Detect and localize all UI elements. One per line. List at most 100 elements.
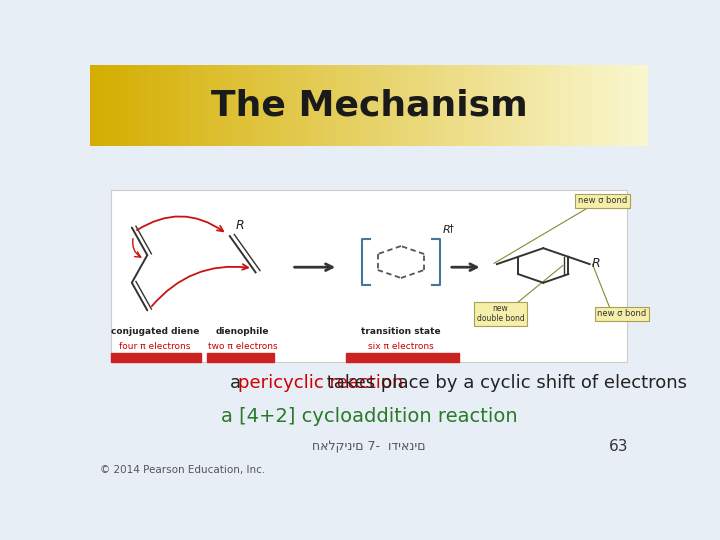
Bar bbox=[285, 65, 292, 146]
Bar bbox=[631, 65, 638, 146]
Bar bbox=[380, 65, 387, 146]
Bar bbox=[642, 65, 649, 146]
Text: new σ bond: new σ bond bbox=[578, 196, 627, 205]
Text: 63: 63 bbox=[609, 439, 629, 454]
Text: transition state: transition state bbox=[361, 327, 441, 335]
Text: a [4+2] cycloaddition reaction: a [4+2] cycloaddition reaction bbox=[221, 407, 517, 426]
Bar bbox=[207, 353, 274, 362]
FancyBboxPatch shape bbox=[111, 190, 627, 362]
Bar bbox=[464, 65, 471, 146]
Bar bbox=[553, 65, 560, 146]
Bar bbox=[425, 65, 431, 146]
Bar bbox=[392, 65, 398, 146]
Bar bbox=[258, 65, 264, 146]
Bar bbox=[547, 65, 554, 146]
Text: The Mechanism: The Mechanism bbox=[211, 89, 527, 123]
Bar bbox=[514, 65, 521, 146]
Bar bbox=[274, 65, 281, 146]
Bar bbox=[453, 65, 459, 146]
Bar bbox=[190, 65, 197, 146]
Bar bbox=[235, 65, 242, 146]
Text: חאלקינים 7-  ודיאנים: חאלקינים 7- ודיאנים bbox=[312, 440, 426, 453]
Bar bbox=[324, 65, 331, 146]
Bar bbox=[174, 65, 181, 146]
Bar bbox=[431, 65, 437, 146]
Bar bbox=[185, 65, 192, 146]
Bar bbox=[369, 65, 376, 146]
Bar bbox=[196, 65, 203, 146]
Bar bbox=[441, 65, 449, 146]
Bar bbox=[593, 65, 599, 146]
Bar bbox=[319, 65, 325, 146]
Bar bbox=[151, 65, 158, 146]
Bar bbox=[542, 65, 549, 146]
Bar bbox=[240, 65, 248, 146]
Text: a: a bbox=[230, 374, 246, 392]
Bar bbox=[436, 65, 443, 146]
Bar bbox=[481, 65, 487, 146]
Bar bbox=[475, 65, 482, 146]
Bar bbox=[218, 65, 225, 146]
Bar bbox=[111, 353, 202, 362]
Bar bbox=[637, 65, 644, 146]
Bar bbox=[230, 65, 236, 146]
Bar bbox=[459, 65, 465, 146]
Bar bbox=[581, 65, 588, 146]
Bar bbox=[397, 65, 404, 146]
Bar bbox=[168, 65, 175, 146]
Bar bbox=[374, 65, 382, 146]
Text: takes place by a cyclic shift of electrons: takes place by a cyclic shift of electro… bbox=[321, 374, 687, 392]
Text: R: R bbox=[592, 257, 600, 270]
Text: © 2014 Pearson Education, Inc.: © 2014 Pearson Education, Inc. bbox=[100, 465, 265, 475]
Bar bbox=[341, 65, 348, 146]
Bar bbox=[559, 65, 565, 146]
Bar bbox=[520, 65, 526, 146]
Bar bbox=[297, 65, 303, 146]
Text: pericyclic reaction: pericyclic reaction bbox=[238, 374, 404, 392]
Text: conjugated diene: conjugated diene bbox=[111, 327, 199, 335]
Bar bbox=[101, 65, 108, 146]
Bar bbox=[263, 65, 270, 146]
Bar bbox=[402, 65, 409, 146]
Bar bbox=[615, 65, 621, 146]
Bar bbox=[179, 65, 186, 146]
Bar bbox=[603, 65, 610, 146]
Bar bbox=[609, 65, 616, 146]
Bar bbox=[302, 65, 309, 146]
Bar bbox=[112, 65, 119, 146]
Bar bbox=[163, 65, 169, 146]
Text: †: † bbox=[449, 222, 454, 233]
Bar bbox=[469, 65, 476, 146]
Bar bbox=[224, 65, 230, 146]
Bar bbox=[531, 65, 538, 146]
Bar bbox=[145, 65, 153, 146]
Bar bbox=[202, 65, 208, 146]
Bar bbox=[492, 65, 498, 146]
Bar bbox=[570, 65, 577, 146]
Bar bbox=[129, 65, 136, 146]
Bar bbox=[575, 65, 582, 146]
Bar bbox=[118, 65, 125, 146]
Bar bbox=[358, 65, 364, 146]
Bar bbox=[246, 65, 253, 146]
Bar bbox=[252, 65, 258, 146]
Bar bbox=[352, 65, 359, 146]
Bar bbox=[291, 65, 297, 146]
Text: six π electrons: six π electrons bbox=[368, 342, 434, 351]
Text: R: R bbox=[235, 219, 244, 232]
Bar bbox=[336, 65, 342, 146]
Bar bbox=[347, 65, 354, 146]
Bar bbox=[364, 65, 370, 146]
Text: R: R bbox=[442, 225, 450, 235]
Bar bbox=[486, 65, 493, 146]
Bar bbox=[96, 65, 102, 146]
Bar bbox=[307, 65, 315, 146]
Bar bbox=[124, 65, 130, 146]
Bar bbox=[346, 353, 459, 362]
Bar bbox=[157, 65, 163, 146]
Bar bbox=[269, 65, 275, 146]
Bar bbox=[503, 65, 510, 146]
Bar bbox=[587, 65, 593, 146]
Text: four π electrons: four π electrons bbox=[120, 342, 191, 351]
Bar bbox=[564, 65, 571, 146]
